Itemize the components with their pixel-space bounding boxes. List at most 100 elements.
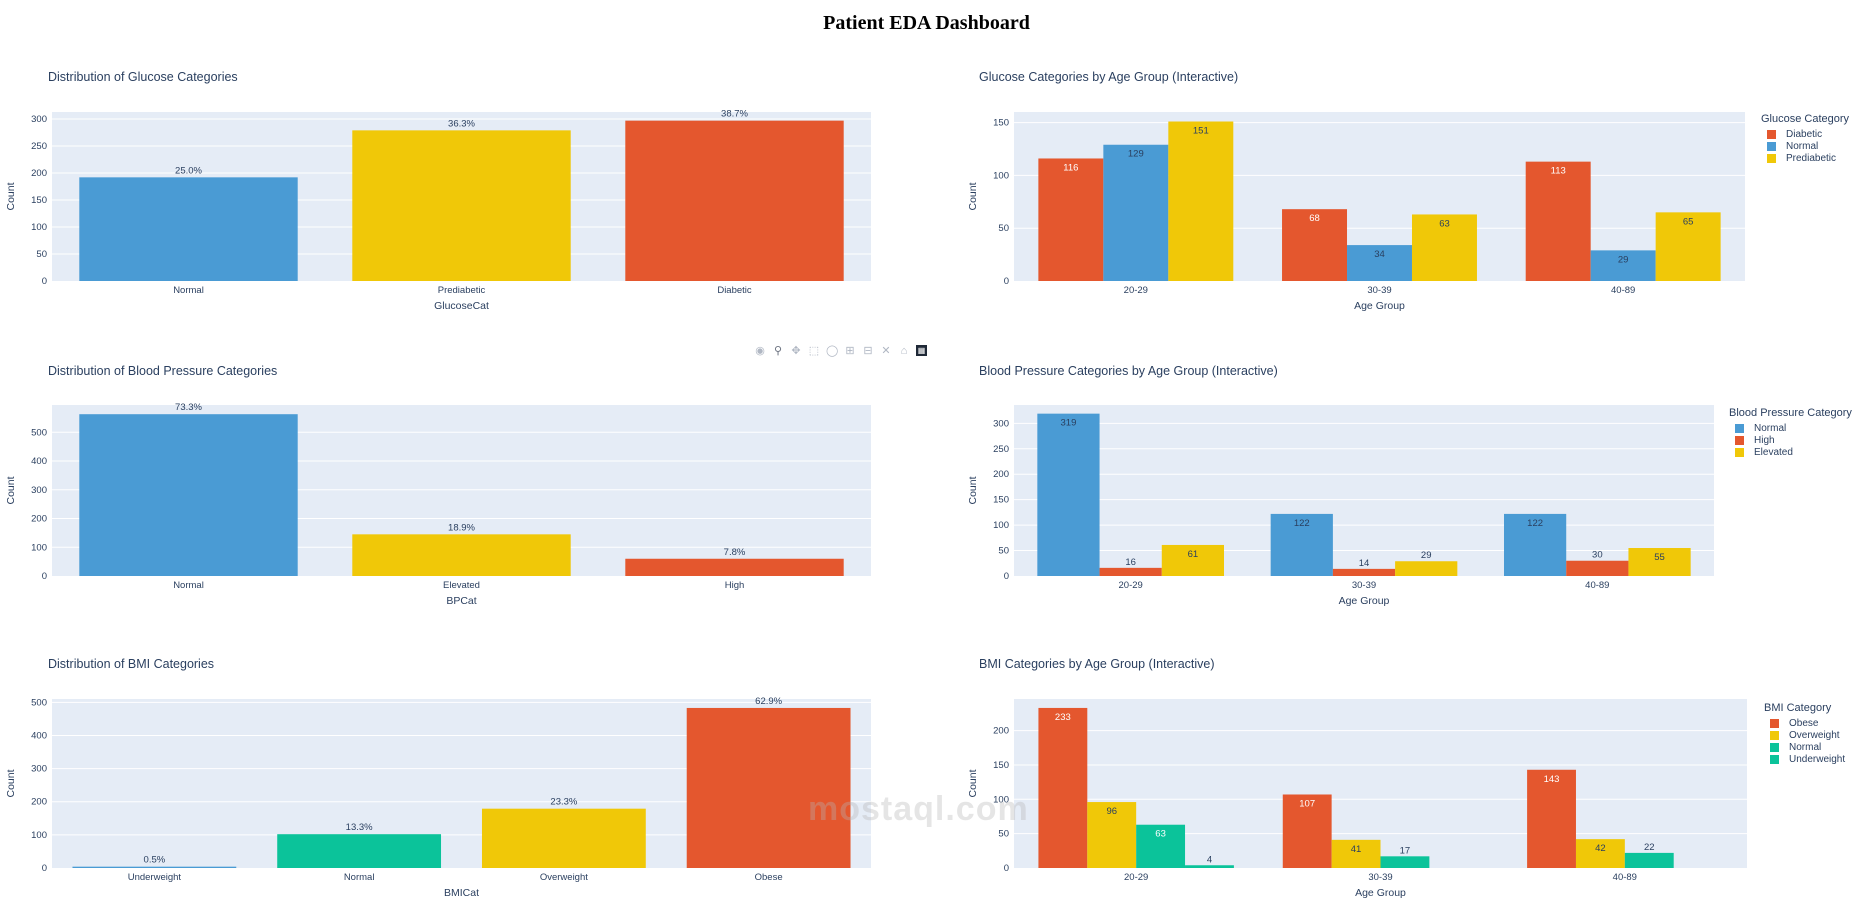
- bar-value-label: 7.8%: [724, 547, 746, 558]
- y-tick-label: 150: [993, 118, 1009, 129]
- bar-elevated-40-89[interactable]: [1628, 548, 1691, 576]
- glucose-dist-chart: 0 50 100 150 200 250 300 Count GlucoseCat Normal P…: [5, 109, 871, 312]
- bar-value-label: 122: [1527, 518, 1543, 529]
- bar-normal-40-89[interactable]: [1624, 852, 1674, 868]
- bar-normal[interactable]: [79, 414, 298, 576]
- bar-obese[interactable]: [686, 707, 851, 868]
- zoom-out-icon[interactable]: ⊟: [863, 345, 873, 357]
- bar-normal-20-29[interactable]: [1037, 413, 1100, 576]
- legend-swatch: [1770, 718, 1779, 728]
- lasso-icon[interactable]: ◯: [826, 345, 839, 357]
- bar-overweight-20-29[interactable]: [1087, 802, 1137, 868]
- legend-item-normal[interactable]: Normal: [1735, 422, 1852, 434]
- bar-high-30-39[interactable]: [1332, 568, 1396, 576]
- legend-item-prediabetic[interactable]: Prediabetic: [1767, 152, 1849, 164]
- camera-icon[interactable]: ◉: [755, 345, 765, 357]
- bar-normal-30-39[interactable]: [1380, 856, 1430, 868]
- x-axis-label: GlucoseCat: [434, 300, 489, 312]
- y-tick-label: 400: [31, 456, 47, 467]
- x-tick-label: 40-89: [1585, 580, 1609, 591]
- legend-item-normal[interactable]: Normal: [1767, 140, 1849, 152]
- bar-obese-20-29[interactable]: [1038, 707, 1088, 868]
- legend-item-overweight[interactable]: Overweight: [1770, 729, 1845, 741]
- y-tick-label: 100: [31, 542, 47, 553]
- y-tick-label: 0: [42, 863, 47, 874]
- bar-normal-40-89[interactable]: [1504, 513, 1567, 576]
- x-tick-label: 20-29: [1124, 872, 1148, 883]
- legend-item-elevated[interactable]: Elevated: [1735, 446, 1852, 458]
- x-tick-label: 30-39: [1368, 872, 1392, 883]
- bar-normal-30-39[interactable]: [1347, 245, 1412, 281]
- legend-item-underweight[interactable]: Underweight: [1770, 753, 1845, 765]
- x-tick-label: High: [725, 580, 745, 591]
- bar-obese-30-39[interactable]: [1282, 794, 1332, 868]
- legend-item-obese[interactable]: Obese: [1770, 717, 1845, 729]
- legend-label: Normal: [1754, 422, 1787, 434]
- bar-value-label: 0.5%: [144, 855, 166, 866]
- glucose-dist-title: Distribution of Glucose Categories: [48, 70, 238, 84]
- bar-underweight[interactable]: [72, 866, 237, 868]
- bar-normal-20-29[interactable]: [1103, 144, 1169, 281]
- legend-item-high[interactable]: High: [1735, 434, 1852, 446]
- bar-normal[interactable]: [79, 177, 298, 281]
- bar-elevated-30-39[interactable]: [1395, 561, 1458, 576]
- autoscale-icon[interactable]: ✕: [881, 345, 891, 357]
- y-tick-label: 100: [993, 170, 1009, 181]
- bar-value-label: 4: [1207, 854, 1212, 865]
- bar-value-label: 41: [1351, 844, 1362, 855]
- legend-item-diabetic[interactable]: Diabetic: [1767, 128, 1849, 140]
- y-tick-label: 100: [31, 830, 47, 841]
- plotly-logo-icon[interactable]: ▦: [916, 345, 927, 356]
- y-tick-label: 150: [993, 760, 1009, 771]
- pan-icon[interactable]: ✥: [791, 345, 801, 357]
- legend-label: High: [1754, 434, 1775, 446]
- zoom-in-icon[interactable]: ⊞: [845, 345, 855, 357]
- x-axis-label: Age Group: [1339, 595, 1390, 607]
- box-select-icon[interactable]: ⬚: [808, 345, 820, 357]
- bar-value-label: 116: [1063, 162, 1078, 173]
- bar-normal-40-89[interactable]: [1590, 250, 1656, 281]
- x-tick-label: Elevated: [443, 580, 480, 591]
- bar-overweight[interactable]: [481, 808, 646, 868]
- bar-high-40-89[interactable]: [1566, 560, 1629, 576]
- bar-diabetic[interactable]: [625, 120, 844, 281]
- bar-value-label: 22: [1644, 842, 1655, 853]
- watermark: mostaql.com: [808, 790, 1029, 828]
- bar-prediabetic[interactable]: [352, 130, 571, 281]
- zoom-icon[interactable]: ⚲: [773, 345, 783, 357]
- bar-diabetic-40-89[interactable]: [1525, 161, 1591, 281]
- bar-value-label: 18.9%: [448, 522, 475, 533]
- legend-label: Normal: [1786, 140, 1819, 152]
- bar-obese-40-89[interactable]: [1527, 769, 1576, 868]
- y-tick-label: 300: [31, 764, 47, 775]
- bar-elevated[interactable]: [352, 534, 571, 576]
- bar-diabetic-20-29[interactable]: [1038, 158, 1104, 281]
- legend-item-normal[interactable]: Normal: [1770, 741, 1845, 753]
- legend-title: BMI Category: [1764, 702, 1832, 714]
- y-tick-label: 300: [31, 485, 47, 496]
- y-tick-label: 300: [993, 418, 1009, 429]
- bar-prediabetic-30-39[interactable]: [1411, 214, 1477, 281]
- bar-underweight-20-29[interactable]: [1185, 865, 1234, 868]
- bar-high-20-29[interactable]: [1099, 567, 1162, 576]
- bmi-dist-chart: 0 100 200 300 400 500 Count BMICat Underweight No…: [5, 696, 871, 899]
- home-icon[interactable]: ⌂: [900, 344, 908, 357]
- bar-overweight-40-89[interactable]: [1575, 839, 1625, 868]
- bar-value-label: 62.9%: [755, 696, 782, 707]
- legend-swatch: [1735, 423, 1744, 433]
- bar-value-label: 17: [1400, 845, 1411, 856]
- bar-diabetic-30-39[interactable]: [1282, 209, 1348, 281]
- y-axis-label: Count: [967, 769, 979, 797]
- bar-value-label: 29: [1618, 254, 1629, 265]
- bar-overweight-30-39[interactable]: [1331, 839, 1381, 868]
- bar-normal-30-39[interactable]: [1270, 513, 1333, 576]
- y-tick-label: 300: [31, 114, 47, 125]
- plot-area[interactable]: [1014, 405, 1714, 576]
- bar-prediabetic-40-89[interactable]: [1655, 212, 1721, 281]
- bar-normal[interactable]: [277, 834, 442, 868]
- bar-prediabetic-20-29[interactable]: [1168, 121, 1234, 281]
- x-tick-label: Underweight: [128, 872, 182, 883]
- bar-elevated-20-29[interactable]: [1161, 544, 1224, 576]
- bar-normal-20-29[interactable]: [1136, 824, 1186, 868]
- bar-high[interactable]: [625, 558, 844, 576]
